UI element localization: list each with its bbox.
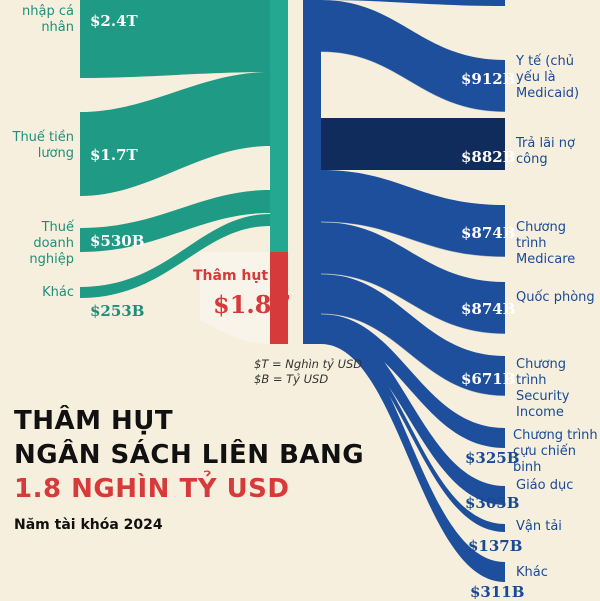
dest-label-veterans: Chương trình cựu chiến binh: [513, 428, 598, 475]
source-label-corporate-tax: Thuế doanh nghiệp: [29, 220, 74, 267]
legend-trillion: $T = Nghìn tỷ USD: [254, 357, 363, 371]
dest-value-other-spending: $311B: [470, 583, 525, 601]
subtitle: Năm tài khóa 2024: [14, 517, 163, 533]
flow-education-band: [321, 320, 505, 505]
deficit-value: $1.8T: [213, 290, 290, 319]
title-line-1: THÂM HỤT: [14, 406, 174, 436]
flow-security-income-band: [321, 274, 505, 396]
title-line-2: NGÂN SÁCH LIÊN BANG: [14, 440, 365, 470]
deficit-glow: [200, 252, 270, 344]
dest-label-transport: Vận tải: [516, 519, 562, 534]
income-column: [270, 0, 288, 252]
source-label-other-income: Khác: [42, 285, 74, 300]
unit-legend: $T = Nghìn tỷ USD $B = Tỷ USD: [254, 357, 362, 387]
spending-column: [303, 0, 321, 344]
flow-other-spending-band: [321, 325, 505, 582]
source-value-corporate-tax: $530B: [90, 232, 145, 250]
dest-value-health: $912B: [461, 70, 516, 88]
source-value-payroll-tax: $1.7T: [90, 146, 138, 164]
dest-label-other-spending: Khác: [516, 565, 548, 580]
dest-value-defense: $874B: [461, 300, 516, 318]
dest-label-security-income: Chương trình Security Income: [516, 357, 570, 420]
flow-payroll-tax: [80, 72, 270, 196]
flow-health-band: [321, 0, 505, 112]
source-label-personal-income-tax: Thuế thu nhập cá nhân: [16, 0, 74, 35]
dest-label-health: Y tế (chủ yếu là Medicaid): [516, 54, 580, 101]
flow-medicare-band: [321, 170, 505, 257]
dest-label-interest: Trả lãi nợ công: [516, 136, 575, 167]
dest-value-transport: $137B: [468, 537, 523, 555]
source-label-payroll-tax: Thuế tiền lương: [12, 130, 75, 161]
flow-interest-band: [321, 118, 505, 170]
deficit-bar: [270, 252, 288, 344]
legend-billion: $B = Tỷ USD: [254, 372, 329, 386]
source-value-other-income: $253B: [90, 302, 145, 320]
dest-value-medicare: $874B: [461, 224, 516, 242]
dest-label-defense: Quốc phòng: [516, 290, 595, 305]
deficit-label: Thâm hụt: [193, 268, 269, 284]
source-value-personal-income-tax: $2.4T: [90, 12, 138, 30]
dest-value-education: $305B: [465, 494, 520, 512]
dest-value-veterans: $325B: [465, 449, 520, 467]
flow-defense-band: [321, 222, 505, 334]
flow-corporate-tax: [80, 190, 270, 252]
flow-top-partial: [321, 0, 505, 6]
flow-personal-income-tax: [80, 0, 270, 78]
dest-label-education: Giáo dục: [516, 478, 574, 493]
flow-other-income: [80, 214, 270, 298]
dest-label-medicare: Chương trình Medicare: [516, 220, 576, 267]
title-line-3: 1.8 NGHÌN TỶ USD: [14, 474, 290, 504]
dest-value-interest: $882B: [461, 148, 516, 166]
dest-value-security-income: $671B: [461, 370, 516, 388]
